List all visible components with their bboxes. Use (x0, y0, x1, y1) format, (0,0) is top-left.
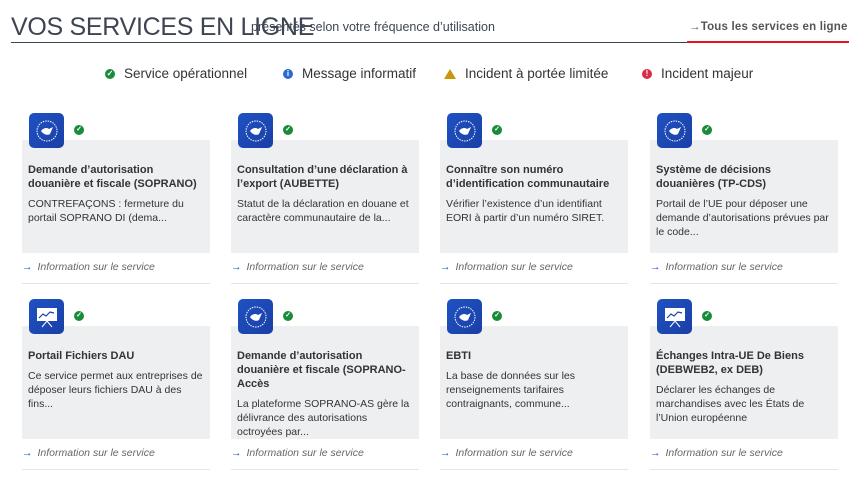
service-description: Vérifier l’existence d’un identifiant EO… (446, 198, 605, 224)
service-info-link[interactable]: → Information sur le service (231, 447, 364, 459)
service-description: Ce service permet aux entreprises de dép… (28, 370, 203, 410)
service-card-body[interactable]: Demande d’autorisation douanière et fisc… (231, 326, 419, 439)
service-info-link[interactable]: → Information sur le service (440, 447, 573, 459)
service-info-link[interactable]: → Information sur le service (440, 261, 573, 273)
legend-info: i Message informatif (283, 66, 416, 81)
customs-seal-icon (447, 299, 482, 334)
service-description: La plateforme SOPRANO-AS gère la délivra… (237, 398, 410, 438)
check-circle-icon: ✓ (702, 311, 712, 321)
check-circle-icon: ✓ (702, 125, 712, 135)
arrow-right-icon: → (650, 447, 661, 459)
service-info-link[interactable]: → Information sur le service (650, 447, 783, 459)
service-card-body[interactable]: Échanges Intra-UE De Biens (DEBWEB2, ex … (650, 326, 838, 439)
service-title: Portail Fichiers DAU (28, 350, 135, 362)
service-info-link[interactable]: → Information sur le service (650, 261, 783, 273)
divider (440, 283, 628, 284)
page-header: VOS SERVICES EN LIGNE présentés selon vo… (11, 12, 849, 43)
check-circle-icon: ✓ (105, 68, 115, 79)
divider (22, 283, 210, 284)
page-subtitle: présentés selon votre fréquence d’utilis… (251, 20, 495, 34)
check-circle-icon: ✓ (492, 311, 502, 321)
customs-seal-icon (238, 299, 273, 334)
arrow-right-icon: → (440, 447, 451, 459)
divider (440, 469, 628, 470)
arrow-right-icon: → (231, 447, 242, 459)
service-card-body[interactable]: Connaître son numéro d’identification co… (440, 140, 628, 253)
divider (231, 283, 419, 284)
service-title: Connaître son numéro d’identification co… (446, 164, 610, 190)
arrow-right-icon: → (22, 261, 33, 273)
divider (650, 469, 838, 470)
service-description: Portail de l’UE pour déposer une demande… (656, 198, 829, 238)
service-description: CONTREFAÇONS : fermeture du portail SOPR… (28, 198, 184, 224)
customs-seal-icon (29, 113, 64, 148)
divider (231, 469, 419, 470)
divider (650, 283, 838, 284)
service-title: EBTI (446, 350, 472, 362)
service-card-body[interactable]: Consultation d’une déclaration à l’expor… (231, 140, 419, 253)
service-description: La base de données sur les renseignement… (446, 370, 576, 410)
service-info-link[interactable]: → Information sur le service (231, 261, 364, 273)
divider (22, 469, 210, 470)
legend-limited-incident: Incident à portée limitée (444, 66, 608, 81)
arrow-right-icon: → (22, 447, 33, 459)
check-circle-icon: ✓ (492, 125, 502, 135)
info-circle-icon: i (283, 68, 293, 79)
all-services-link[interactable]: →Tous les services en ligne (687, 11, 849, 43)
legend-major-incident: ! Incident majeur (642, 66, 753, 81)
exclamation-circle-icon: ! (642, 68, 652, 79)
service-title: Demande d’autorisation douanière et fisc… (237, 350, 406, 390)
service-description: Statut de la déclaration en douane et ca… (237, 198, 409, 224)
customs-seal-icon (238, 113, 273, 148)
service-title: Échanges Intra-UE De Biens (DEBWEB2, ex … (656, 350, 804, 376)
service-title: Système de décisions douanières (TP-CDS) (656, 164, 771, 190)
service-info-link[interactable]: → Information sur le service (22, 447, 155, 459)
customs-seal-icon (657, 113, 692, 148)
service-title: Demande d’autorisation douanière et fisc… (28, 164, 197, 190)
customs-seal-icon (447, 113, 482, 148)
service-card-body[interactable]: Système de décisions douanières (TP-CDS)… (650, 140, 838, 253)
service-card-body[interactable]: Demande d’autorisation douanière et fisc… (22, 140, 210, 253)
service-title: Consultation d’une déclaration à l’expor… (237, 164, 408, 190)
legend-operational: ✓ Service opérationnel (105, 66, 248, 81)
check-circle-icon: ✓ (74, 125, 84, 135)
arrow-right-icon: → (440, 261, 451, 273)
arrow-right-icon: → (689, 21, 701, 33)
presentation-board-icon (29, 299, 64, 334)
warning-triangle-icon (444, 68, 456, 79)
service-info-link[interactable]: → Information sur le service (22, 261, 155, 273)
check-circle-icon: ✓ (283, 311, 293, 321)
page-title: VOS SERVICES EN LIGNE (11, 13, 315, 41)
check-circle-icon: ✓ (283, 125, 293, 135)
arrow-right-icon: → (650, 261, 661, 273)
arrow-right-icon: → (231, 261, 242, 273)
service-card-body[interactable]: Portail Fichiers DAU Ce service permet au… (22, 326, 210, 439)
service-description: Déclarer les échanges de marchandises av… (656, 384, 805, 424)
presentation-board-icon (657, 299, 692, 334)
service-card-body[interactable]: EBTI La base de données sur les renseigne… (440, 326, 628, 439)
check-circle-icon: ✓ (74, 311, 84, 321)
